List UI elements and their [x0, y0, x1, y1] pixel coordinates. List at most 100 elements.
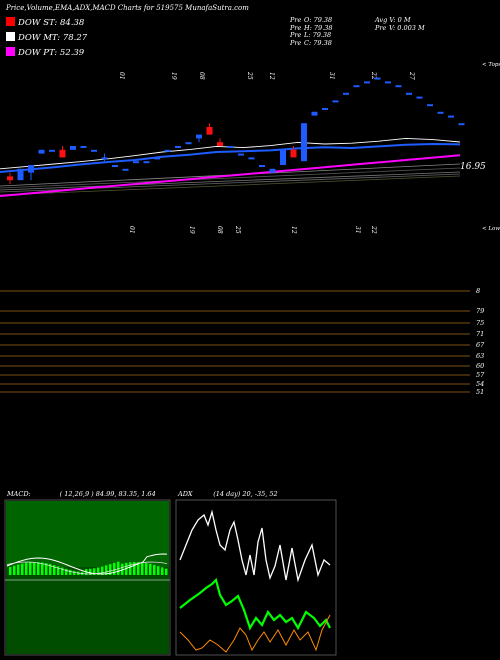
- price-level-label: 54: [476, 380, 484, 388]
- macd-histogram-bar: [61, 567, 64, 575]
- tops-label: < Tops: [482, 62, 500, 68]
- candle-body: [206, 127, 213, 135]
- macd-histogram-bar: [53, 565, 56, 575]
- candle-body: [70, 146, 76, 150]
- volume-readout: Avg V: 0 M Pre V: 0.003 M: [375, 16, 425, 32]
- macd-histogram-bar: [105, 565, 108, 575]
- top-tick-label: 25: [246, 71, 253, 80]
- macd-histogram-bar: [149, 563, 152, 575]
- candle-body: [290, 149, 297, 158]
- candle-body: [437, 111, 444, 114]
- candle-body: [395, 85, 402, 88]
- candle-body: [133, 161, 139, 164]
- avg-volume: Avg V: 0 M: [375, 16, 411, 24]
- candle-body: [353, 85, 360, 88]
- macd-histogram-bar: [153, 564, 156, 575]
- adx-panel: [175, 499, 337, 656]
- candle-body: [259, 165, 265, 167]
- ema-guide-line: [0, 175, 461, 196]
- open-value: O: 79.38: [304, 16, 333, 24]
- macd-histogram-bar: [49, 564, 52, 575]
- swatch-icon: [6, 17, 15, 26]
- macd-histogram-bar: [9, 567, 12, 575]
- swatch-icon: [6, 32, 15, 41]
- price-level-label: 57: [476, 371, 485, 379]
- macd-histogram-bar: [121, 563, 124, 575]
- candle-body: [38, 149, 45, 154]
- candle-body: [374, 77, 381, 80]
- candle-body: [301, 123, 307, 162]
- macd-histogram-bar: [41, 562, 44, 575]
- candle-body: [406, 92, 412, 95]
- price-level-label: 67: [476, 341, 485, 349]
- price-level-label: 75: [476, 319, 484, 327]
- adx-params: (14 day) 20, -35, 52: [213, 490, 278, 498]
- macd-histogram-bar: [13, 565, 16, 575]
- candle-body: [322, 108, 328, 110]
- top-tick-label: 19: [188, 226, 195, 234]
- candle-body: [269, 168, 276, 173]
- top-tick-label: 27: [408, 71, 415, 80]
- macd-histogram-bar: [113, 562, 116, 575]
- candle-body: [80, 146, 87, 148]
- top-tick-label: 19: [170, 72, 177, 80]
- candle-body: [7, 176, 13, 181]
- high-value: H: 79.38: [304, 23, 333, 32]
- ema-line-magenta: [0, 154, 461, 197]
- legend-item-st: DOW ST: 84.38: [6, 17, 84, 28]
- candle-body: [164, 149, 171, 152]
- lows-label: < Lows: [482, 226, 500, 232]
- macd-histogram-bar: [97, 567, 100, 575]
- adx-line: [179, 509, 331, 583]
- macd-histogram-bar: [109, 564, 112, 575]
- candle-body: [458, 123, 465, 126]
- macd-histogram-bar: [145, 563, 148, 575]
- ema-guide-line: [0, 171, 461, 191]
- ema-line-blue: [0, 142, 461, 173]
- minus-di-line: [179, 614, 331, 653]
- ema-line-white: [0, 137, 461, 170]
- macd-histogram-bar: [165, 568, 168, 575]
- price-level-label: 71: [476, 330, 484, 338]
- top-tick-label: 01: [118, 72, 125, 80]
- price-level-label: 51: [476, 388, 484, 396]
- macd-histogram-bar: [65, 568, 68, 575]
- macd-histogram-bar: [33, 562, 36, 575]
- volume-value: V: 0.003 M: [389, 23, 425, 32]
- candle-body: [217, 142, 223, 146]
- candle-body: [28, 165, 34, 173]
- macd-histogram-bar: [37, 562, 40, 575]
- macd-histogram-bar: [133, 562, 136, 575]
- macd-signal-line: [6, 561, 168, 575]
- candle-body: [416, 96, 423, 99]
- top-tick-label: 31: [354, 226, 361, 234]
- candle-body: [143, 161, 150, 164]
- ema-last-value: 16.95: [460, 162, 486, 172]
- price-level-label: 63: [476, 352, 484, 360]
- adx-title: ADX (14 day) 20, -35, 52: [178, 490, 278, 498]
- candle-body: [448, 115, 454, 118]
- macd-histogram-bar: [161, 567, 164, 575]
- legend-item-pt: DOW PT: 52.39: [6, 47, 84, 58]
- low-value: L: 79.38: [304, 31, 332, 39]
- candle-body: [101, 157, 108, 160]
- candle-body: [91, 149, 97, 152]
- macd-histogram-bar: [25, 562, 28, 575]
- candle-body: [227, 146, 234, 148]
- ohlc-readout: Pre O: 79.38 Pre H: 79.38 Pre L: 79.38 Pre C…: [290, 16, 333, 47]
- candle-body: [112, 165, 118, 167]
- macd-upper-fill: [6, 501, 169, 567]
- macd-histogram-bar: [17, 564, 20, 575]
- macd-params: ( 12,26,9 ) 84.99, 83.35, 1.64: [59, 490, 156, 498]
- macd-histogram-bar: [89, 568, 92, 575]
- swatch-icon: [6, 47, 15, 56]
- top-tick-label: 08: [198, 72, 205, 80]
- macd-lower-fill: [6, 567, 169, 654]
- candle-body: [311, 111, 318, 116]
- candle-body: [49, 149, 55, 152]
- page-title: Price,Volume,EMA,ADX,MACD Charts for 519…: [6, 4, 249, 12]
- macd-histogram-bar: [137, 562, 140, 575]
- candle-body: [248, 157, 255, 160]
- macd-histogram-bar: [73, 570, 76, 575]
- candle-body: [122, 168, 129, 171]
